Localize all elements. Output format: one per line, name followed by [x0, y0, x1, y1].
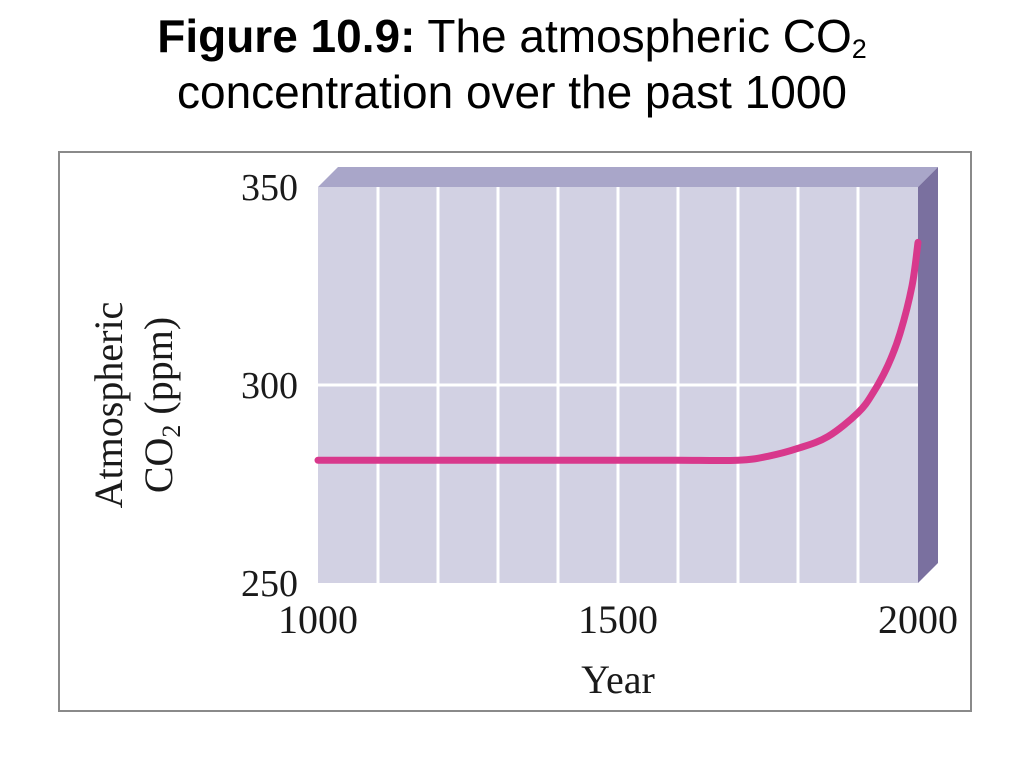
x-tick-label-1000: 1000: [278, 597, 358, 642]
x-tick-label-2000: 2000: [878, 597, 958, 642]
y-tick-label-250: 250: [241, 563, 298, 605]
y-label-subscript: 2: [157, 425, 186, 438]
title-line-2: concentration over the past 1000: [176, 66, 847, 118]
y-label-co: CO: [136, 438, 181, 494]
co2-series-line-0: [314, 238, 922, 465]
figure-label: Figure 10.9:: [157, 10, 416, 62]
y-tick-label-300: 300: [241, 365, 298, 407]
y-label-units: (ppm): [136, 317, 181, 425]
x-tick-label-1500: 1500: [578, 597, 658, 642]
chart-frame: 250 300 350 1000 1500 2000 Year Atmospheric …: [58, 151, 972, 712]
plot-top-face: [318, 167, 938, 187]
x-axis-label: Year: [581, 657, 655, 702]
title-text-1: The atmospheric CO: [415, 10, 852, 62]
plot-side-face: [918, 167, 938, 583]
title-line-1: Figure 10.9: The atmospheric CO2: [0, 8, 1024, 64]
y-tick-label-350: 350: [241, 167, 298, 209]
figure-title: Figure 10.9: The atmospheric CO2 concent…: [0, 8, 1024, 120]
y-axis-label-line-1: Atmospheric: [86, 302, 131, 509]
title-subscript: 2: [851, 34, 867, 64]
y-axis-label-line-2: CO2 (ppm): [136, 317, 186, 493]
